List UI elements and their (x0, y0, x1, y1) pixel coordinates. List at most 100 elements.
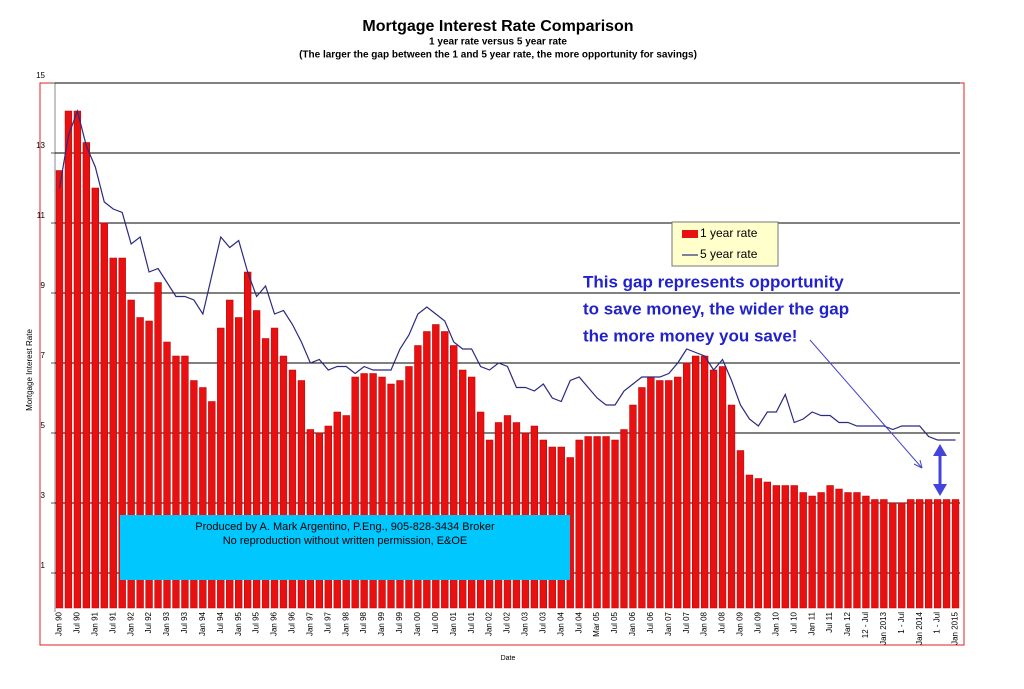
gap-arrow-head (933, 444, 947, 496)
bar (136, 317, 144, 609)
bar (674, 376, 682, 609)
bar (55, 170, 64, 609)
x-tick-label: Jul 92 (144, 611, 153, 633)
x-tick-label: Jan 2015 (951, 611, 960, 644)
bar (423, 331, 431, 609)
bar (396, 380, 404, 609)
chart-title: Mortgage Interest Rate Comparison (362, 18, 633, 35)
bar (226, 299, 234, 609)
bar (118, 257, 126, 609)
x-tick-label: Jan 11 (807, 611, 816, 635)
bar (817, 492, 825, 609)
x-tick-label: Jul 98 (359, 611, 368, 633)
chart-subtitle: (The larger the gap between the 1 and 5 … (299, 50, 697, 61)
bar (217, 327, 225, 609)
x-tick-label: Jan 90 (55, 611, 64, 636)
bar (700, 355, 709, 609)
bar (763, 481, 772, 609)
x-tick-label: Jul 91 (108, 611, 117, 633)
bar (808, 495, 816, 609)
y-tick-label: 9 (41, 281, 46, 290)
bar (620, 429, 628, 609)
x-tick-label: Jul 90 (73, 611, 82, 633)
bar (387, 383, 395, 609)
bar (907, 499, 915, 609)
x-tick-label: Jan 91 (90, 611, 99, 636)
credit-text: No reproduction without written permissi… (223, 535, 468, 547)
bar (772, 485, 780, 609)
bar (880, 499, 888, 609)
x-axis-label: Date (501, 655, 516, 662)
x-tick-label: Jul 96 (288, 611, 297, 633)
bar (503, 415, 512, 609)
x-tick-label: Mar 05 (592, 611, 601, 636)
annotation-arrow (809, 339, 923, 469)
x-tick-label: Jul 93 (180, 611, 189, 633)
x-tick-label: Jul 01 (467, 611, 476, 633)
bar (476, 411, 485, 609)
bar (261, 338, 270, 609)
x-tick-label: Jan 94 (198, 611, 207, 636)
bar (181, 355, 189, 609)
x-tick-label: Jan 2013 (879, 611, 888, 644)
bar (647, 376, 655, 609)
x-tick-label: Jul 99 (395, 611, 404, 633)
legend: 1 year rate 5 year rate (671, 221, 779, 267)
bar (826, 485, 834, 609)
x-tick-label: Jul 04 (574, 611, 583, 633)
bar (342, 415, 350, 609)
bar (709, 369, 718, 609)
x-tick-label: Jul 05 (610, 611, 619, 633)
x-tick-label: Jul 95 (252, 611, 261, 633)
bar (288, 369, 297, 609)
y-tick-label: 1 (41, 561, 46, 570)
x-tick-label: Jan 02 (485, 611, 494, 636)
x-tick-label: Jul 03 (538, 611, 547, 633)
x-tick-label: Jan 01 (449, 611, 458, 636)
bar (208, 401, 216, 609)
bar (91, 187, 99, 609)
x-tick-label: Jan 09 (736, 611, 745, 636)
y-tick-label: 3 (41, 491, 46, 500)
bar (333, 411, 341, 609)
x-tick-label: Jul 00 (431, 611, 440, 633)
legend-box (671, 221, 779, 267)
bar (629, 404, 637, 609)
y-axis-label: Mortgage Interest Rate (25, 329, 34, 411)
bar (450, 345, 458, 609)
bar (351, 376, 359, 609)
bar (924, 499, 933, 609)
x-tick-label: Jan 12 (843, 611, 852, 636)
legend-swatch (682, 230, 698, 238)
bar (64, 110, 73, 609)
x-tick-label: Jul 02 (503, 611, 512, 633)
bar (754, 478, 763, 609)
x-tick-label: Jan 10 (771, 611, 780, 636)
bar (154, 282, 162, 609)
x-tick-label: Jan 95 (234, 611, 243, 636)
bar (172, 355, 180, 609)
y-tick-label: 15 (36, 71, 45, 80)
bar (665, 380, 673, 609)
bar (781, 485, 789, 609)
x-tick-label: Jul 09 (754, 611, 763, 633)
bar (611, 439, 619, 609)
bar (575, 439, 583, 609)
x-tick-label: 1 - Jul (933, 612, 942, 634)
bar (844, 492, 852, 609)
line (58, 108, 956, 441)
x-tick-label: Jul 11 (825, 611, 834, 632)
y-tick-label: 7 (41, 351, 46, 360)
x-tick-label: Jan 07 (664, 611, 673, 636)
x-tick-label: Jul 06 (646, 611, 655, 633)
x-tick-label: Jan 03 (521, 611, 530, 636)
bar (100, 222, 108, 609)
x-tick-label: Jul 97 (323, 611, 332, 633)
bar (378, 376, 386, 609)
credit-text: Produced by A. Mark Argentino, P.Eng., 9… (195, 521, 495, 533)
x-tick-label: Jul 10 (789, 611, 798, 633)
bar (736, 450, 745, 609)
bar (163, 341, 171, 609)
x-tick-label: Jan 97 (305, 611, 314, 636)
